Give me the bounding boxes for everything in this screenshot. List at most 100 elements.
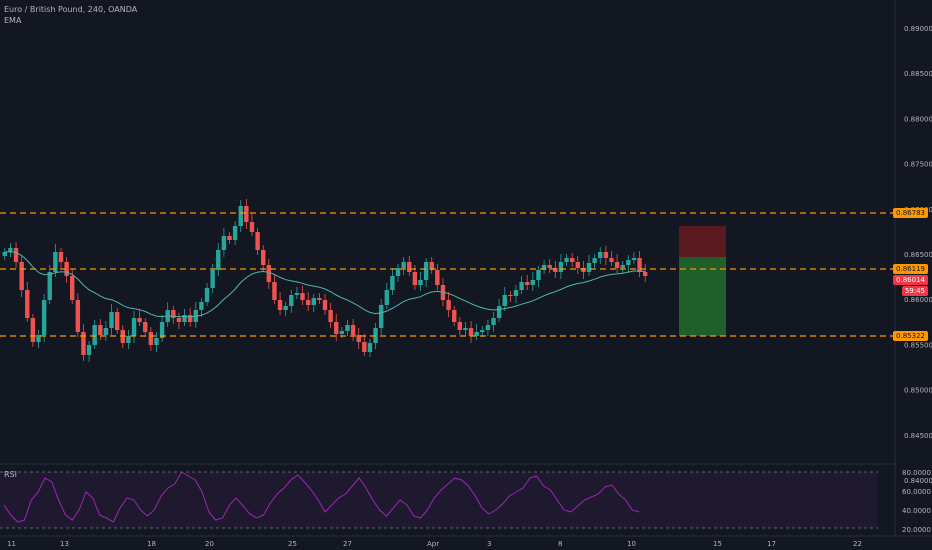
candle-body <box>592 258 597 263</box>
candle-body <box>305 300 311 305</box>
time-label: 22 <box>853 540 862 548</box>
candle-body <box>109 312 114 328</box>
candle-body <box>390 276 395 290</box>
price-label: 0.85500 <box>904 341 932 349</box>
candle-body <box>143 322 148 332</box>
candle-body <box>418 280 423 285</box>
candle-body <box>294 293 300 295</box>
candle-body <box>283 306 288 310</box>
symbol-title[interactable]: Euro / British Pound, 240, OANDA <box>4 5 138 14</box>
candle-body <box>322 300 328 310</box>
candle-body <box>547 265 552 268</box>
candle-body <box>541 265 547 270</box>
candle-body <box>463 328 468 330</box>
candle-body <box>502 295 507 306</box>
candle-body <box>626 260 631 265</box>
rsi-level-label: 20.0000 <box>902 526 931 534</box>
candle-body <box>485 325 491 330</box>
candle-body <box>98 325 103 335</box>
candle-body <box>86 345 92 355</box>
candle-body <box>609 258 614 262</box>
price-axis[interactable]: 0.890000.885000.880000.875000.870000.865… <box>904 25 932 485</box>
time-label: 25 <box>288 540 297 548</box>
candle-body <box>199 302 204 310</box>
candle-body <box>19 262 24 290</box>
candlestick-series <box>2 199 648 362</box>
candle-body <box>423 262 429 280</box>
candle-body <box>58 252 64 262</box>
candle-body <box>407 262 412 272</box>
candle-body <box>255 232 260 250</box>
time-axis[interactable]: 11 13 18 20 25 27 Apr 3 8 10 15 17 22 <box>7 540 862 548</box>
price-label: 0.89000 <box>904 25 932 33</box>
candle-body <box>508 295 513 296</box>
price-label: 0.84500 <box>904 432 932 440</box>
candle-body <box>53 252 58 272</box>
candle-body <box>266 265 272 282</box>
candle-body <box>480 330 485 332</box>
rsi-band <box>0 472 878 528</box>
rsi-level-label: 60.0000 <box>902 488 931 496</box>
candle-body <box>598 252 603 258</box>
candle-body <box>614 262 620 268</box>
candle-body <box>429 262 434 270</box>
candle-body <box>227 236 232 240</box>
candle-body <box>468 328 474 336</box>
candle-body <box>148 332 154 345</box>
candle-body <box>631 258 637 260</box>
price-label: 0.86500 <box>904 251 932 259</box>
time-label: 11 <box>7 540 16 548</box>
time-label: 27 <box>343 540 352 548</box>
price-label: 0.87500 <box>904 161 932 169</box>
candle-body <box>171 310 176 318</box>
candle-body <box>131 318 137 336</box>
candle-body <box>277 300 283 310</box>
candle-body <box>350 325 356 335</box>
candle-body <box>525 282 530 285</box>
time-label: 13 <box>60 540 69 548</box>
candle-body <box>103 328 109 335</box>
candle-body <box>300 293 305 300</box>
candle-body <box>513 290 519 296</box>
mid-level-tag: 0.86119 <box>893 264 928 274</box>
candle-body <box>204 288 210 302</box>
candle-body <box>553 268 558 272</box>
candle-body <box>317 298 322 300</box>
candle-body <box>412 272 418 285</box>
time-label: 18 <box>147 540 156 548</box>
indicator-label[interactable]: EMA <box>4 16 22 25</box>
candle-body <box>221 236 227 250</box>
candle-body <box>176 318 182 322</box>
candle-body <box>395 268 401 276</box>
candle-body <box>637 258 642 272</box>
candle-body <box>311 298 316 305</box>
candle-body <box>8 248 13 252</box>
candle-body <box>64 262 69 276</box>
price-label: 0.84000 <box>904 477 932 485</box>
candle-body <box>378 305 384 328</box>
price-label: 0.85000 <box>904 387 932 395</box>
candle-body <box>491 318 496 325</box>
candle-body <box>457 322 463 330</box>
candle-body <box>558 262 564 272</box>
candle-body <box>126 336 131 343</box>
candle-body <box>451 310 457 322</box>
candle-body <box>642 272 648 276</box>
price-label: 0.88500 <box>904 70 932 78</box>
reward-zone[interactable] <box>679 257 726 336</box>
rsi-label[interactable]: RSI <box>4 470 17 479</box>
rsi-line <box>3 471 640 523</box>
time-label: 8 <box>558 540 562 548</box>
candle-body <box>154 338 159 345</box>
candle-body <box>519 282 524 290</box>
candle-body <box>536 270 541 280</box>
candle-body <box>575 262 580 268</box>
time-label: 10 <box>627 540 636 548</box>
candle-body <box>272 282 277 300</box>
risk-zone[interactable] <box>679 226 726 257</box>
bar-countdown-tag: 59:45 <box>901 286 928 296</box>
candle-body <box>75 300 81 332</box>
price-label: 0.88000 <box>904 115 932 123</box>
candle-body <box>13 248 19 262</box>
